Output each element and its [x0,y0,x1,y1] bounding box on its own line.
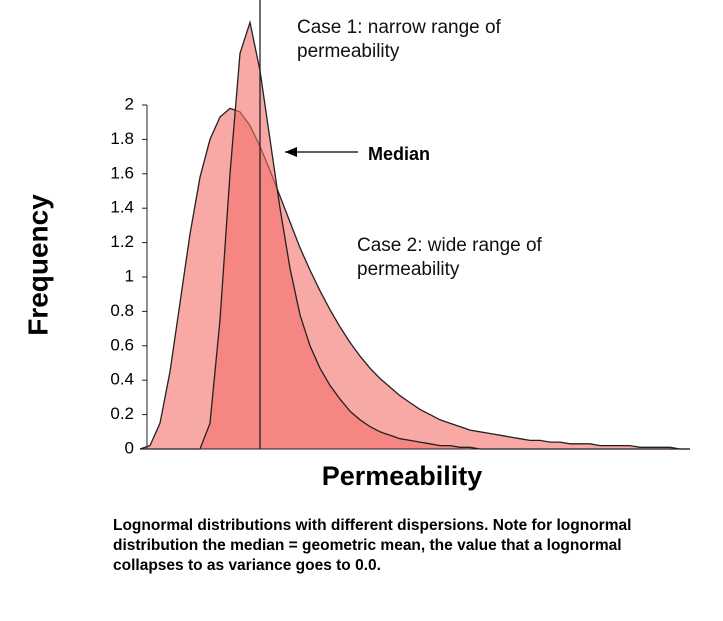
y-tick-label: 1.6 [110,163,134,182]
y-tick-label: 0.4 [110,370,134,389]
y-tick-label: 1.8 [110,129,134,148]
y-tick-label: 0.2 [110,404,134,423]
y-axis-title: Frequency [22,194,53,336]
case1-label: Case 1: narrow range of permeability [297,17,501,62]
y-tick-label: 1.4 [110,198,134,217]
median-label: Median [368,144,430,164]
y-tick-label: 1.2 [110,232,134,251]
case2-label: Case 2: wide range of permeability [357,235,542,280]
x-axis-title: Permeability [322,461,483,491]
y-tick-label: 0.6 [110,335,134,354]
median-arrow-head [285,147,297,157]
caption: Lognormal distributions with different d… [113,517,632,574]
y-tick-label: 0 [125,438,134,457]
y-tick-label: 0.8 [110,301,134,320]
y-tick-label: 2 [125,94,134,113]
y-tick-label: 1 [125,266,134,285]
line [139,107,690,450]
area [140,22,690,450]
